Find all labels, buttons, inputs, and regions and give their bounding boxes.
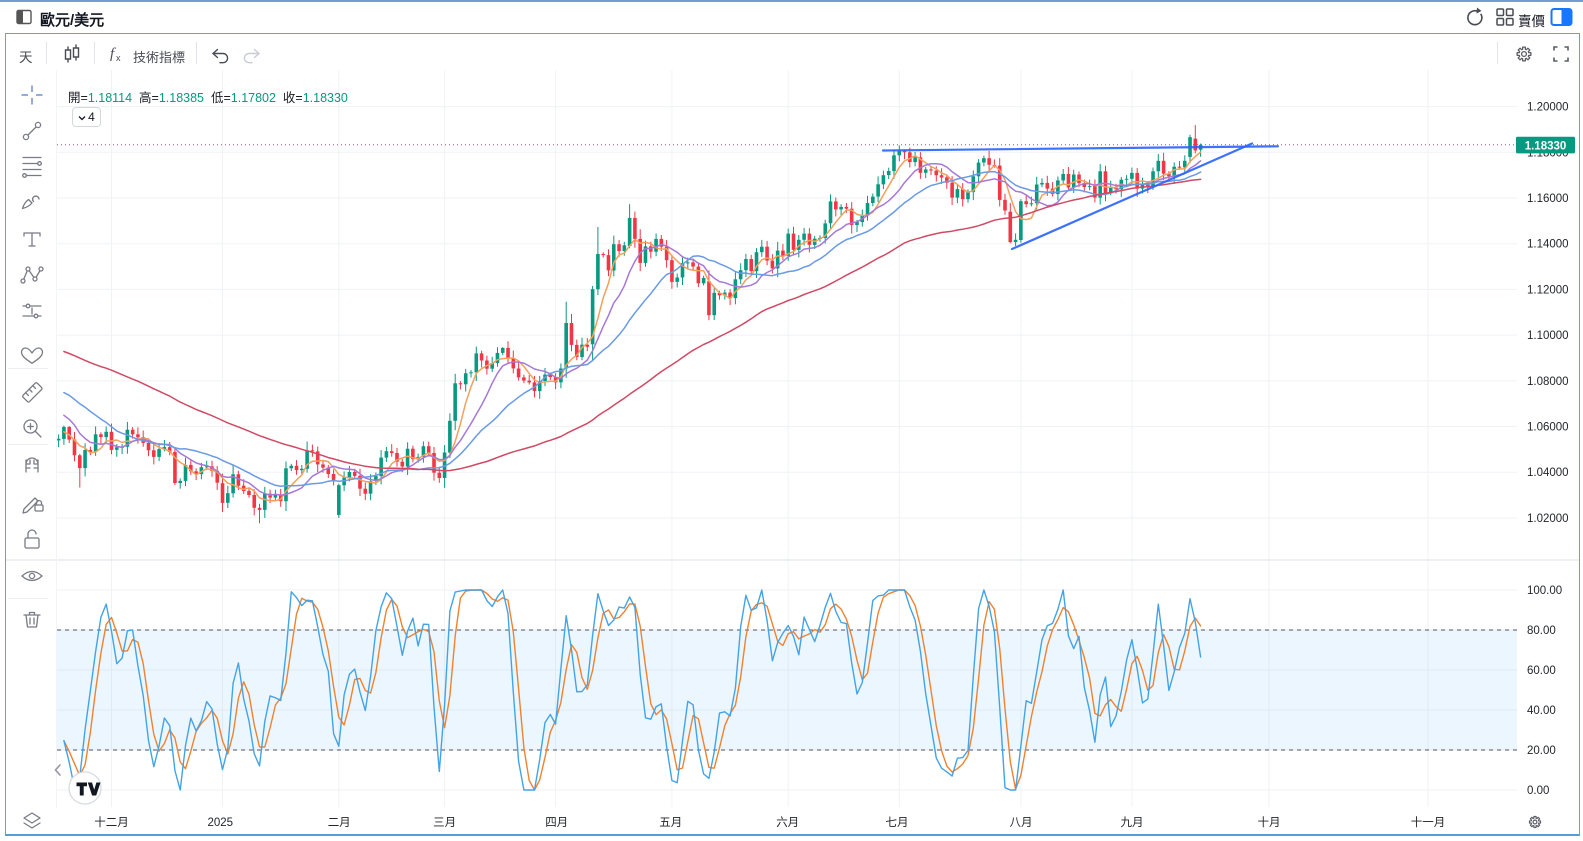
svg-text:100.00: 100.00 — [1527, 585, 1562, 597]
svg-text:八月: 八月 — [1010, 817, 1033, 829]
svg-text:1.10000: 1.10000 — [1527, 330, 1569, 342]
svg-text:1.18330: 1.18330 — [1525, 140, 1567, 152]
svg-text:1.20000: 1.20000 — [1527, 102, 1569, 114]
svg-text:五月: 五月 — [659, 817, 682, 829]
svg-text:20.00: 20.00 — [1527, 745, 1556, 757]
svg-text:九月: 九月 — [1121, 816, 1144, 829]
svg-text:1.08000: 1.08000 — [1527, 376, 1569, 388]
svg-text:三月: 三月 — [433, 817, 456, 829]
svg-text:十二月: 十二月 — [94, 815, 129, 829]
svg-text:六月: 六月 — [776, 816, 799, 829]
svg-text:1.12000: 1.12000 — [1527, 284, 1569, 296]
svg-text:60.00: 60.00 — [1527, 665, 1556, 677]
svg-text:40.00: 40.00 — [1527, 705, 1556, 717]
svg-text:四月: 四月 — [545, 817, 568, 829]
svg-text:x: x — [116, 53, 121, 63]
svg-text:十月: 十月 — [1258, 815, 1281, 829]
svg-text:七月: 七月 — [886, 816, 909, 829]
svg-text:0.00: 0.00 — [1527, 785, 1549, 797]
svg-text:1.04000: 1.04000 — [1527, 467, 1569, 479]
svg-text:1.06000: 1.06000 — [1527, 422, 1569, 434]
svg-text:2025: 2025 — [208, 817, 234, 829]
svg-text:1.16000: 1.16000 — [1527, 193, 1569, 205]
svg-text:80.00: 80.00 — [1527, 625, 1556, 637]
svg-text:f: f — [110, 46, 116, 62]
svg-text:1.14000: 1.14000 — [1527, 239, 1569, 251]
svg-text:1.02000: 1.02000 — [1527, 513, 1569, 525]
svg-text:二月: 二月 — [328, 817, 351, 829]
svg-text:十一月: 十一月 — [1411, 815, 1446, 829]
